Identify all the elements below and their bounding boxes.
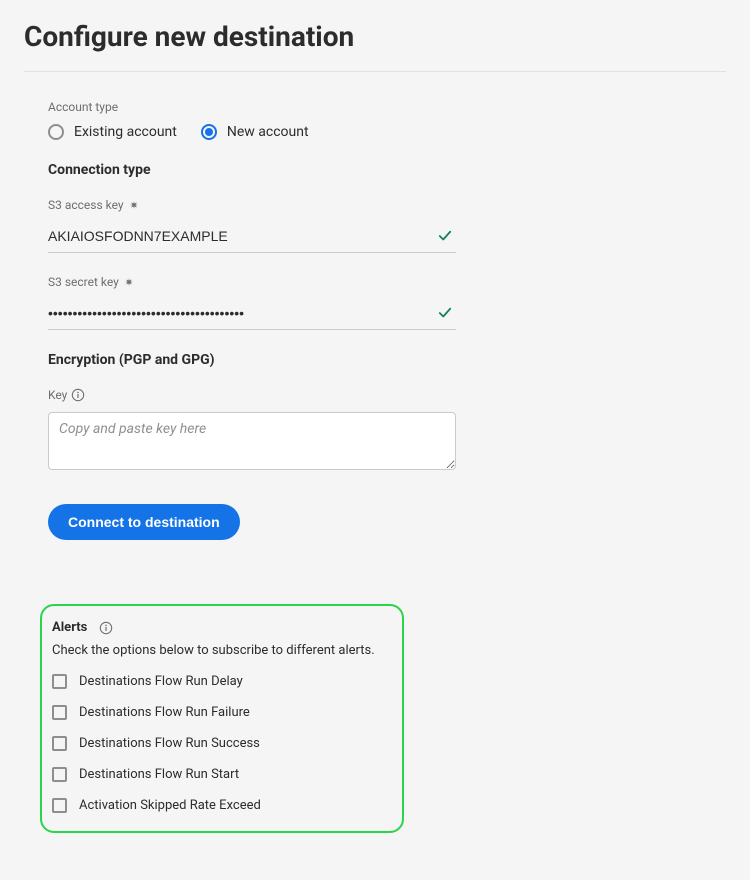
required-icon	[130, 201, 138, 209]
info-icon[interactable]	[99, 621, 113, 635]
secret-key-field: S3 secret key	[48, 275, 726, 330]
secret-key-input[interactable]	[48, 299, 456, 330]
checkmark-icon	[438, 305, 452, 319]
radio-label: Existing account	[74, 124, 177, 140]
alert-label: Destinations Flow Run Failure	[79, 705, 250, 720]
radio-existing-account[interactable]: Existing account	[48, 124, 177, 140]
alert-checkbox-failure[interactable]: Destinations Flow Run Failure	[52, 705, 392, 720]
checkbox-icon	[52, 705, 67, 720]
account-type-options: Existing account New account	[48, 124, 726, 140]
radio-icon-selected	[201, 124, 217, 140]
account-type-label: Account type	[48, 100, 726, 114]
encryption-key-field: Key	[48, 388, 726, 474]
checkbox-icon	[52, 798, 67, 813]
checkbox-icon	[52, 674, 67, 689]
checkbox-icon	[52, 767, 67, 782]
alert-label: Destinations Flow Run Success	[79, 736, 260, 751]
radio-label: New account	[227, 124, 309, 140]
alerts-title: Alerts	[52, 620, 87, 635]
alerts-description: Check the options below to subscribe to …	[52, 643, 392, 658]
alert-checkbox-start[interactable]: Destinations Flow Run Start	[52, 767, 392, 782]
connection-type-title: Connection type	[48, 162, 726, 178]
access-key-input[interactable]	[48, 222, 456, 253]
alert-checkbox-delay[interactable]: Destinations Flow Run Delay	[52, 674, 392, 689]
connect-button[interactable]: Connect to destination	[48, 504, 240, 540]
alert-label: Destinations Flow Run Delay	[79, 674, 243, 689]
encryption-key-textarea[interactable]	[48, 412, 456, 470]
alert-checkbox-skipped-rate[interactable]: Activation Skipped Rate Exceed	[52, 798, 392, 813]
access-key-field: S3 access key	[48, 198, 726, 253]
encryption-key-label: Key	[48, 388, 726, 402]
checkbox-icon	[52, 736, 67, 751]
required-icon	[125, 278, 133, 286]
secret-key-label: S3 secret key	[48, 275, 726, 289]
page-title: Configure new destination	[24, 20, 726, 53]
encryption-title: Encryption (PGP and GPG)	[48, 352, 726, 368]
account-type-group: Account type Existing account New accoun…	[48, 100, 726, 140]
alert-label: Activation Skipped Rate Exceed	[79, 798, 261, 813]
alert-label: Destinations Flow Run Start	[79, 767, 239, 782]
radio-icon	[48, 124, 64, 140]
alerts-section: Alerts Check the options below to subscr…	[40, 604, 404, 833]
divider	[24, 71, 726, 72]
alert-checkbox-success[interactable]: Destinations Flow Run Success	[52, 736, 392, 751]
access-key-label: S3 access key	[48, 198, 726, 212]
radio-new-account[interactable]: New account	[201, 124, 309, 140]
checkmark-icon	[438, 228, 452, 242]
info-icon[interactable]	[71, 388, 85, 402]
